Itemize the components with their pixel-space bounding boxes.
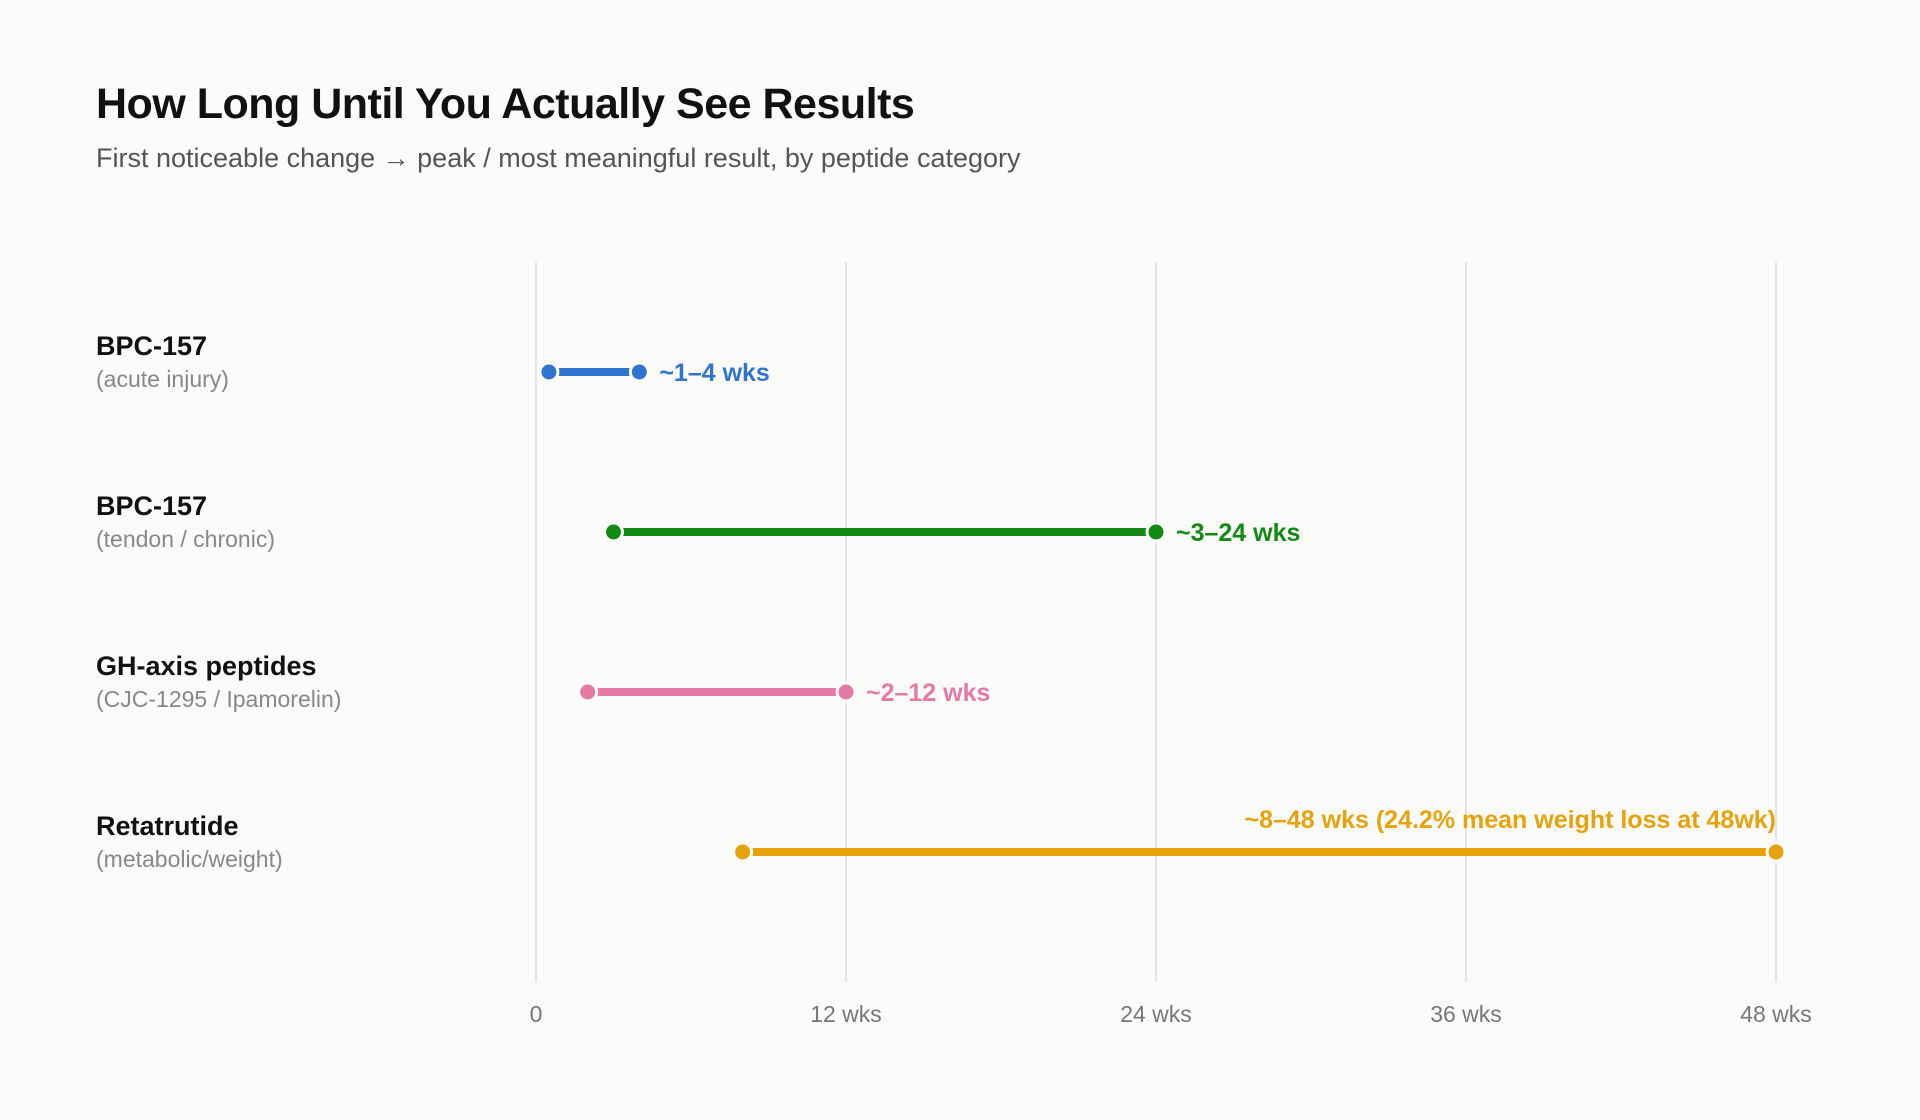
- x-tick-label: 48 wks: [1740, 1001, 1812, 1027]
- row-name-label: BPC-157: [96, 331, 207, 361]
- range-end-dot: [835, 681, 857, 703]
- range-bars: [538, 361, 1787, 863]
- range-end-dot: [1145, 521, 1167, 543]
- range-start-dot: [538, 361, 560, 383]
- x-axis-ticks: 0 12 wks 24 wks 36 wks 48 wks: [530, 1001, 1812, 1027]
- row-sub-label: (acute injury): [96, 366, 229, 392]
- chart-subtitle: First noticeable change → peak / most me…: [96, 143, 1021, 173]
- range-start-dot: [603, 521, 624, 543]
- row-name-label: GH-axis peptides: [96, 651, 317, 681]
- range-value-label: ~1–4 wks: [659, 359, 770, 387]
- data-labels: ~1–4 wks ~3–24 wks ~2–12 wks ~8–48 wks (24.…: [659, 359, 1776, 834]
- range-value-label: ~8–48 wks (24.2% mean weight loss at 48w…: [1244, 806, 1776, 834]
- x-tick-label: 36 wks: [1430, 1001, 1502, 1027]
- x-tick-label: 24 wks: [1120, 1001, 1192, 1027]
- x-tick-label: 0: [530, 1001, 543, 1027]
- x-tick-label: 12 wks: [810, 1001, 882, 1027]
- range-end-dot: [628, 361, 650, 383]
- row-name-label: BPC-157: [96, 491, 207, 521]
- row-sub-label: (tendon / chronic): [96, 526, 275, 552]
- range-start-dot: [732, 841, 754, 863]
- range-value-label: ~2–12 wks: [866, 679, 990, 707]
- row-sub-label: (metabolic/weight): [96, 846, 283, 872]
- row-name-label: Retatrutide: [96, 811, 239, 841]
- range-end-dot: [1765, 841, 1787, 863]
- row-labels: BPC-157 (acute injury) BPC-157 (tendon / ch…: [96, 331, 341, 872]
- chart-title: How Long Until You Actually See Results: [96, 80, 915, 128]
- row-sub-label: (CJC-1295 / Ipamorelin): [96, 686, 341, 712]
- range-start-dot: [577, 681, 599, 703]
- range-value-label: ~3–24 wks: [1176, 519, 1300, 547]
